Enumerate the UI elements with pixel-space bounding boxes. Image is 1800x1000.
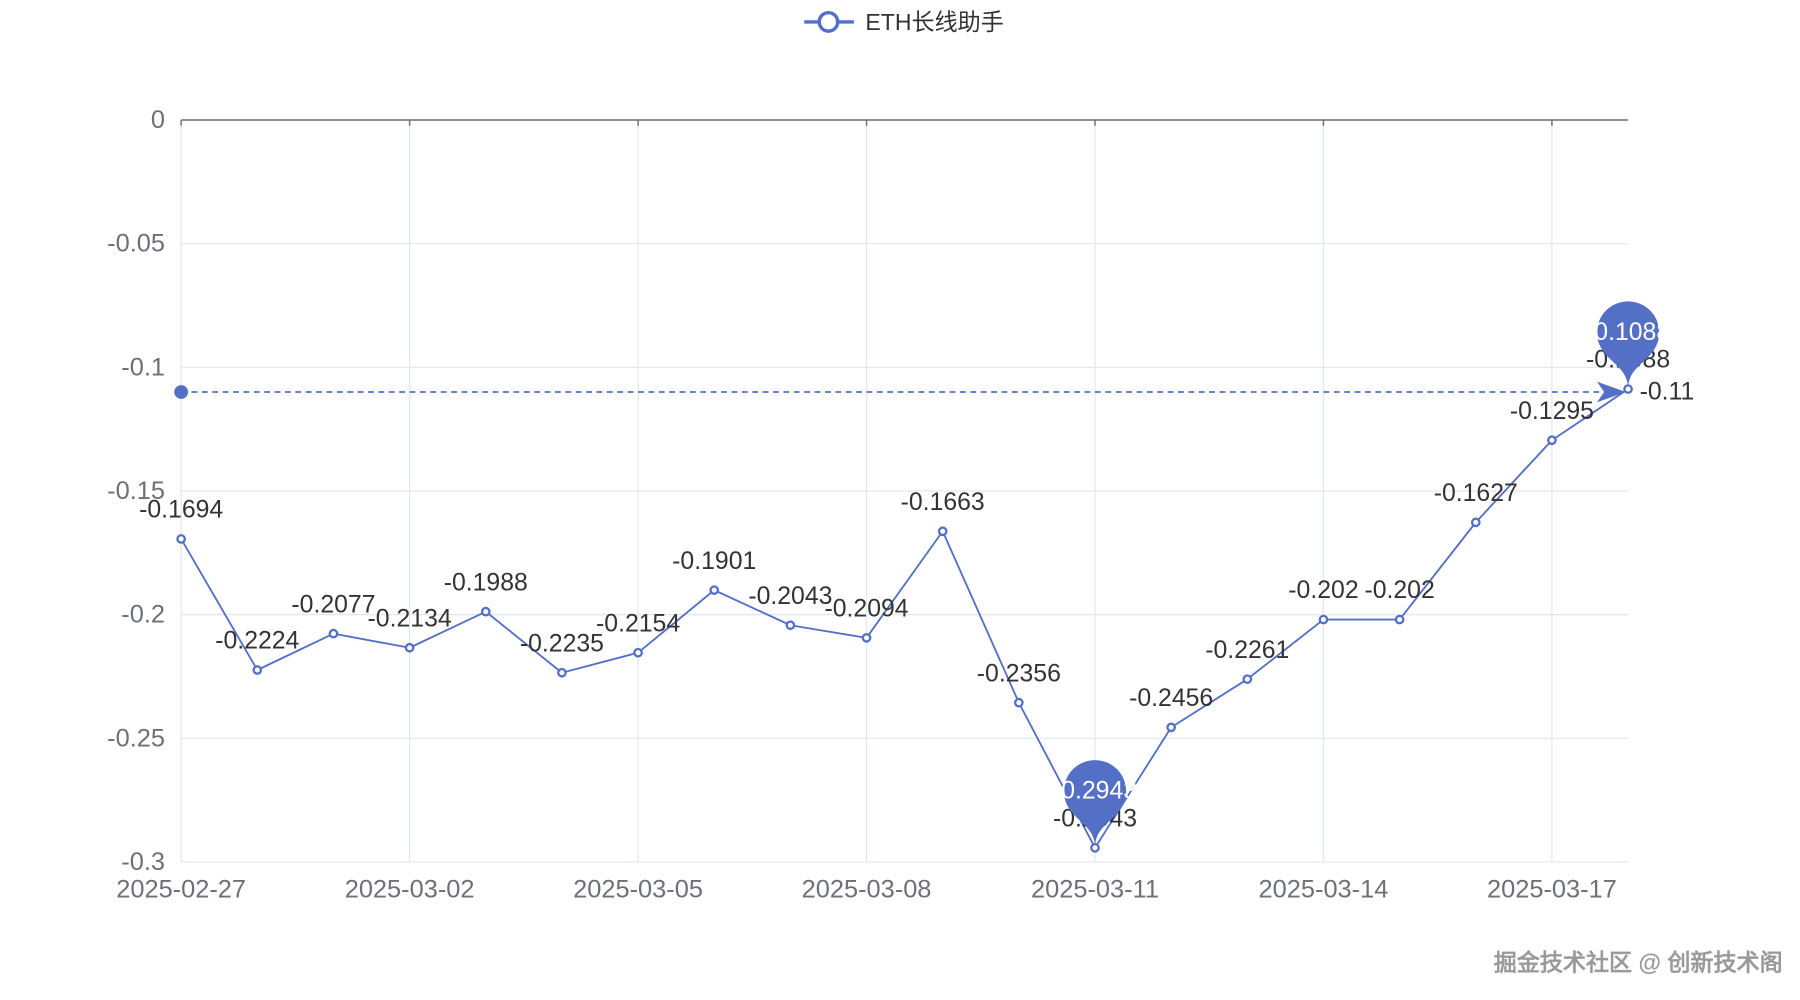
data-label: -0.2154	[596, 610, 680, 637]
watermark: 掘金技术社区 @ 创新技术阁	[1494, 949, 1783, 975]
x-axis-tick-label: 2025-03-05	[573, 876, 703, 904]
mark-line	[174, 381, 1626, 403]
data-label: -0.2043	[748, 583, 832, 610]
series-line	[180, 388, 1629, 849]
legend-item-eth[interactable]: ETH长线助手	[804, 9, 1004, 35]
mark-line-start-dot	[174, 385, 189, 399]
mark-point: -0.2943	[1053, 760, 1137, 848]
series-eth	[176, 384, 1633, 853]
legend-icon-circle	[817, 10, 840, 33]
data-point	[861, 633, 872, 643]
data-label: -0.2224	[215, 628, 299, 655]
x-axis-tick-label: 2025-03-11	[1031, 876, 1159, 904]
y-axis-tick-label: 0	[151, 106, 165, 134]
data-point	[1547, 435, 1557, 446]
data-label: -0.1694	[139, 497, 223, 524]
data-point	[480, 606, 491, 617]
mark-line-label: -0.11	[1640, 379, 1695, 406]
y-axis-tick-label: -0.3	[121, 848, 165, 876]
data-label: -0.2456	[1129, 685, 1213, 712]
x-axis-tick-label: 2025-02-27	[116, 876, 246, 904]
data-point	[328, 628, 339, 639]
data-label: -0.202	[1364, 577, 1434, 604]
x-axis-tick-label: 2025-03-02	[345, 876, 475, 904]
data-label: -0.1295	[1510, 398, 1594, 425]
data-point	[709, 585, 720, 595]
legend-label: ETH长线助手	[865, 9, 1003, 35]
data-label: -0.2356	[977, 660, 1061, 687]
data-point	[176, 534, 187, 544]
data-label: -0.2134	[368, 605, 452, 632]
y-axis-tick-label: -0.05	[107, 230, 165, 258]
mark-line-labels: -0.11	[1640, 379, 1695, 406]
grid	[180, 119, 1629, 863]
x-axis-tick-label: 2025-03-17	[1487, 876, 1617, 904]
mark-point-pin	[1063, 760, 1127, 848]
data-label: -0.1901	[672, 548, 756, 575]
y-axis-tick-label: -0.25	[107, 724, 165, 752]
mark-point-label: -0.1088	[1586, 319, 1670, 346]
data-label: -0.2077	[291, 591, 375, 618]
data-labels: -0.1694 -0.2224 -0.2077-0.2134 -0.1988 -0.22…	[139, 347, 1670, 833]
line-circle-icon	[804, 10, 854, 33]
data-point	[1166, 722, 1176, 733]
legend: ETH长线助手	[804, 9, 1004, 35]
data-point	[1013, 697, 1024, 708]
mark-line-arrow	[1596, 381, 1626, 403]
data-point	[1242, 674, 1253, 685]
mark-point-pin	[1596, 301, 1660, 390]
data-label: -0.2261	[1205, 637, 1289, 664]
data-point	[937, 526, 948, 537]
y-axis-tick-label: -0.2	[121, 601, 165, 629]
data-label: -0.1627	[1434, 480, 1518, 507]
data-label: -0.1663	[901, 489, 985, 516]
data-point	[557, 667, 567, 678]
y-axis-tick-label: -0.1	[121, 353, 165, 381]
data-point	[785, 620, 796, 631]
mark-points: -0.1088 -0.2943	[1053, 301, 1670, 848]
y-axis-tick-label: -0.15	[107, 477, 165, 505]
mark-point-label: -0.2943	[1053, 778, 1137, 805]
data-label: -0.1988	[444, 569, 528, 596]
x-axis-tick-label: 2025-03-08	[802, 876, 932, 904]
data-point	[252, 665, 263, 675]
data-point	[1394, 614, 1405, 625]
data-label: -0.202	[1288, 577, 1358, 604]
data-label: -0.2094	[824, 596, 908, 623]
data-point	[1318, 614, 1329, 625]
data-point	[404, 642, 415, 653]
x-axis-tick-label: 2025-03-14	[1259, 876, 1389, 904]
data-point	[633, 647, 643, 658]
data-point	[1470, 517, 1481, 528]
data-label: -0.2235	[520, 630, 604, 657]
mark-point: -0.1088	[1586, 301, 1670, 390]
